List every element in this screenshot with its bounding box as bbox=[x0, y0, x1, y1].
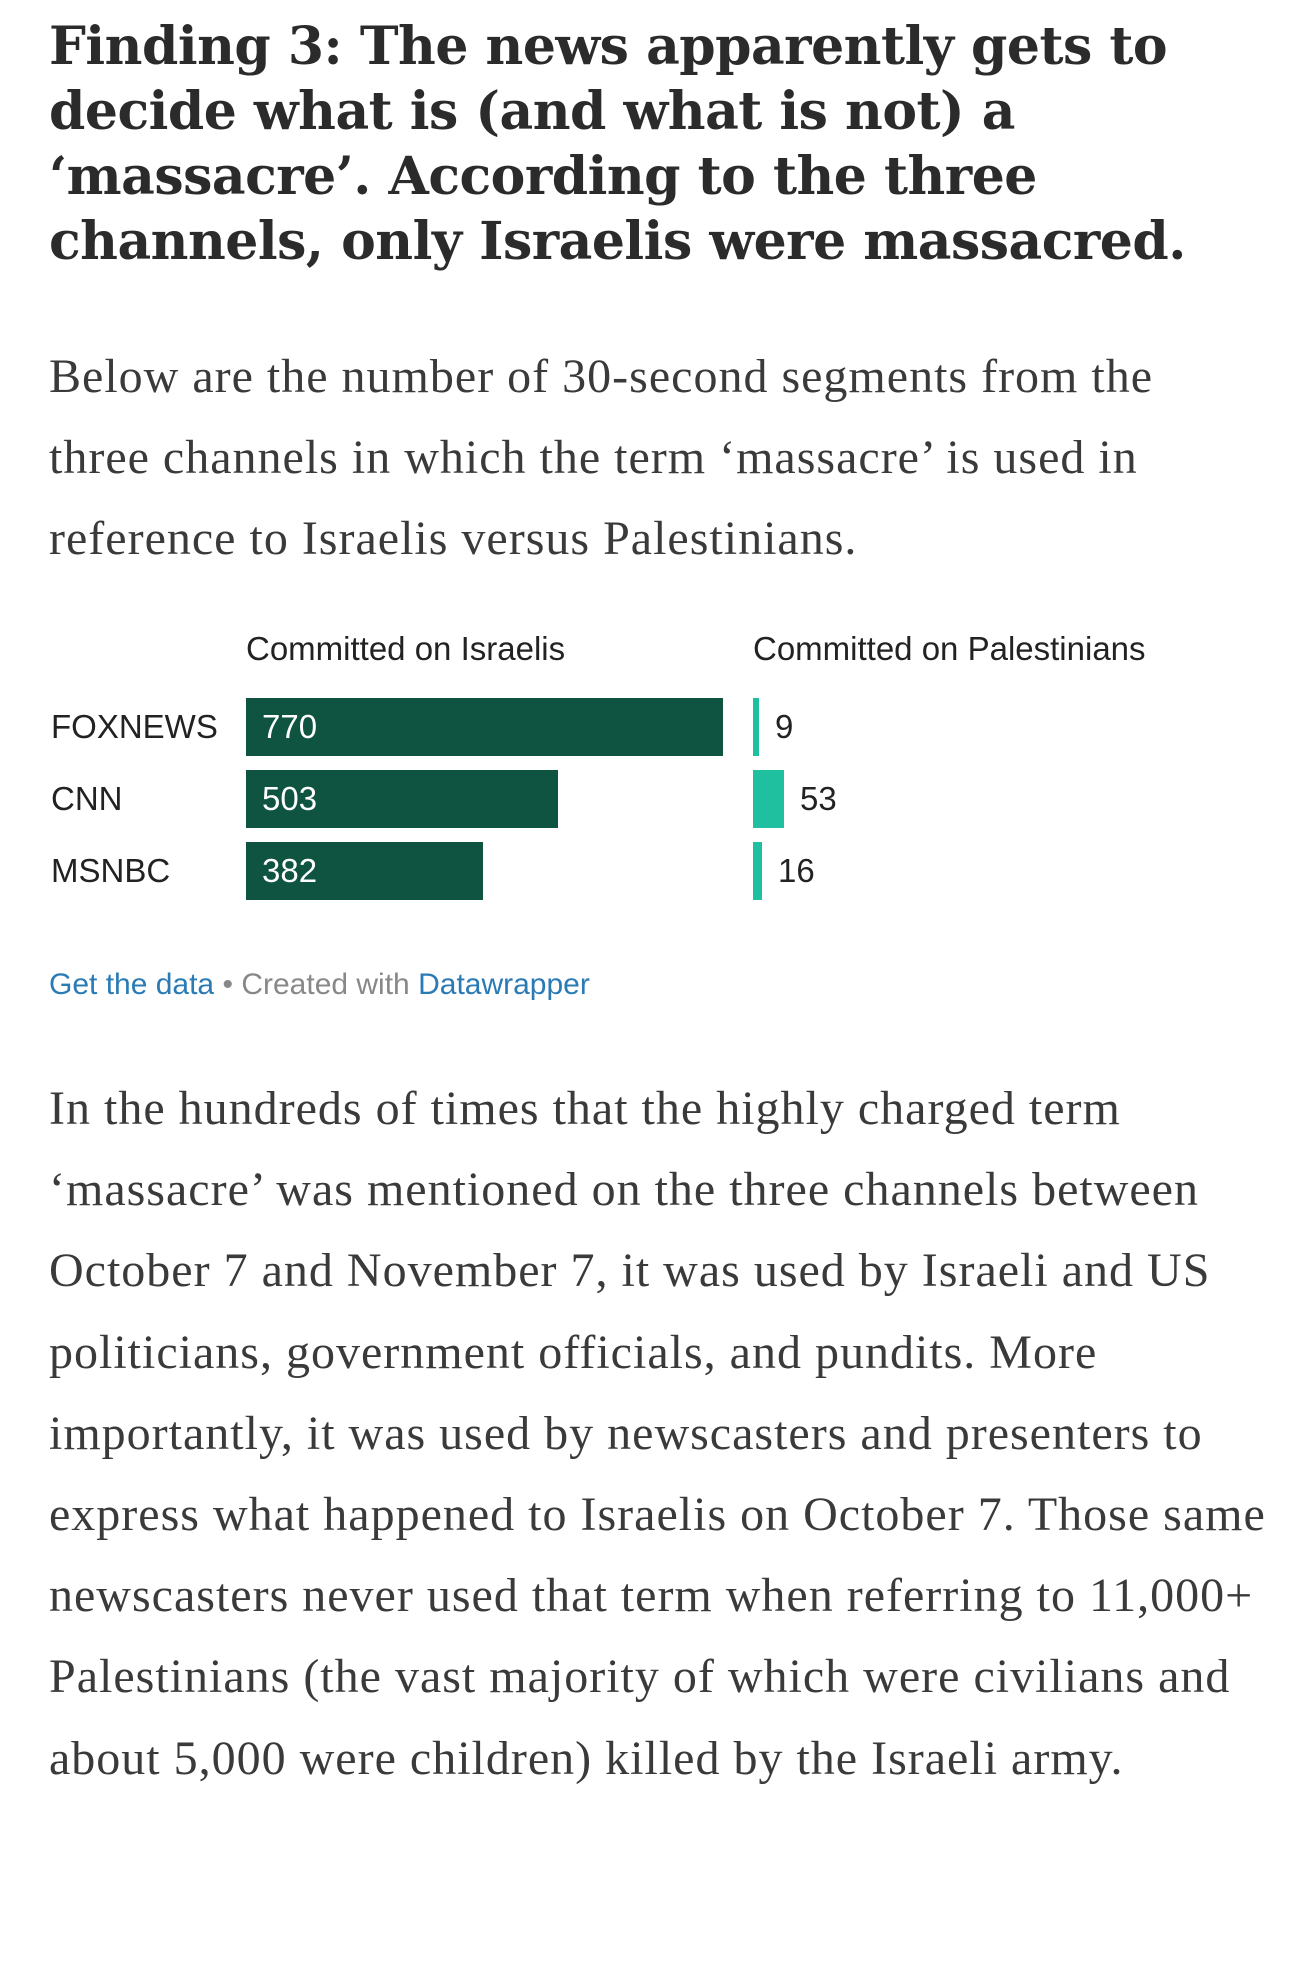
bar-israelis-cnn bbox=[246, 770, 558, 828]
bar-israelis-msnbc bbox=[246, 842, 483, 900]
finding-heading: Finding 3: The news apparently gets to d… bbox=[49, 16, 1186, 272]
footer-separator: • bbox=[222, 968, 233, 1001]
column-title-palestinians: Committed on Palestinians bbox=[753, 630, 1146, 667]
get-the-data-link[interactable]: Get the data bbox=[49, 968, 215, 1001]
bar-palestinians-foxnews bbox=[753, 698, 759, 756]
value-israelis-msnbc: 382 bbox=[262, 852, 318, 889]
chart-footer: Get the data • Created with Datawrapper bbox=[49, 968, 590, 1002]
value-israelis-foxnews: 770 bbox=[262, 708, 318, 745]
category-label-cnn: CNN bbox=[51, 780, 123, 817]
bar-palestinians-msnbc bbox=[753, 842, 762, 900]
category-label-foxnews: FOXNEWS bbox=[51, 708, 218, 745]
body-paragraph: In the hundreds of times that the highly… bbox=[49, 1082, 1266, 1785]
value-israelis-cnn: 503 bbox=[262, 780, 318, 817]
value-palestinians-msnbc: 16 bbox=[778, 852, 815, 889]
datawrapper-link[interactable]: Datawrapper bbox=[418, 968, 590, 1001]
bar-palestinians-cnn bbox=[753, 770, 784, 828]
created-with-text: Created with bbox=[241, 968, 410, 1001]
category-label-msnbc: MSNBC bbox=[51, 852, 171, 889]
intro-paragraph: Below are the number of 30-second segmen… bbox=[49, 350, 1154, 565]
value-palestinians-cnn: 53 bbox=[800, 780, 837, 817]
bar-israelis-foxnews bbox=[246, 698, 723, 756]
column-title-israelis: Committed on Israelis bbox=[246, 630, 566, 667]
value-palestinians-foxnews: 9 bbox=[775, 708, 794, 745]
bar-chart: Committed on Israelis Committed on Pales… bbox=[0, 630, 1290, 930]
